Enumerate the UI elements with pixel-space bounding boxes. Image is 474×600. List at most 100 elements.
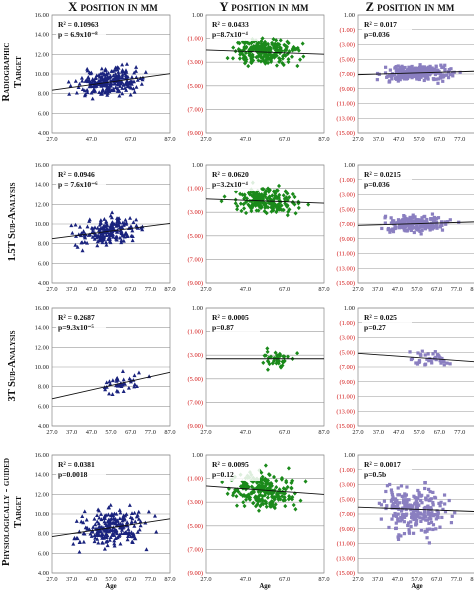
row-title-3-line-1: Target (13, 496, 24, 528)
data-point (384, 489, 388, 494)
data-point (442, 493, 447, 497)
data-point (394, 514, 399, 518)
data-point (119, 240, 124, 245)
data-point (107, 379, 112, 384)
data-point (107, 538, 112, 542)
stats-box (56, 459, 106, 481)
row-title-0-line-0: Radiographic (1, 43, 12, 102)
data-point (438, 525, 442, 529)
data-point (125, 234, 130, 238)
data-point (97, 222, 102, 227)
data-point (104, 535, 109, 540)
data-point (415, 362, 420, 366)
data-point (256, 208, 261, 213)
data-point (81, 520, 86, 525)
data-point (426, 506, 431, 510)
data-point (402, 494, 406, 498)
data-point (104, 83, 109, 87)
data-point (430, 361, 434, 365)
y-tick-label: (7.00) (188, 106, 203, 113)
data-point (400, 64, 404, 68)
data-point (435, 509, 439, 513)
data-point (292, 194, 297, 200)
data-point (281, 486, 286, 491)
stats-box (210, 169, 260, 191)
data-point (89, 70, 94, 75)
data-point (289, 480, 294, 486)
data-point (106, 512, 111, 517)
data-point (264, 46, 269, 52)
data-point (278, 352, 283, 357)
x-tick-label: 27.0 (46, 136, 57, 143)
data-point (85, 90, 90, 95)
data-point (442, 363, 446, 367)
data-point (235, 207, 240, 212)
data-point (272, 201, 277, 206)
y-tick-label: (13.00) (336, 115, 355, 122)
data-point (267, 201, 272, 206)
data-point (407, 65, 411, 69)
r-squared-label: R² = 0.0946 (58, 170, 95, 179)
data-point (435, 216, 439, 220)
data-point (107, 235, 112, 239)
data-point (237, 56, 242, 61)
data-point (119, 531, 124, 536)
data-point (397, 226, 401, 230)
data-point (406, 503, 410, 507)
data-point (249, 484, 254, 489)
data-point (452, 70, 456, 74)
data-point (104, 233, 109, 238)
data-point (82, 509, 87, 514)
data-point (116, 88, 121, 92)
data-point (130, 228, 135, 233)
data-point (117, 223, 122, 228)
data-point (120, 527, 125, 532)
r-squared-label: R² = 0.017 (364, 20, 397, 29)
x-tick-label: 27.0 (352, 576, 363, 583)
data-point (129, 519, 134, 524)
r-squared-label: R² = 0.0381 (58, 460, 95, 469)
x-tick-label: 67.0 (434, 429, 445, 436)
data-point (384, 65, 388, 69)
x-tick-label: 47.0 (393, 429, 404, 436)
r-squared-label: R² = 0.0017 (364, 460, 401, 469)
data-point (260, 496, 265, 502)
x-tick-label: 47.0 (240, 429, 251, 436)
data-point (247, 41, 252, 46)
data-point (255, 502, 260, 507)
data-point (397, 507, 401, 511)
data-point (114, 237, 119, 242)
y-tick-label: 4.00 (38, 423, 49, 430)
x-tick-label: 37.0 (66, 576, 77, 583)
data-point (396, 517, 400, 521)
data-point (396, 535, 400, 539)
y-tick-label: (3.00) (188, 499, 203, 506)
y-tick-label: 4.00 (38, 280, 49, 287)
r-squared-label: R² = 0.025 (364, 313, 397, 322)
data-point (434, 64, 438, 68)
column-headers: X position in mm Y position in mm Z posi… (68, 0, 455, 14)
plot-frame (205, 454, 325, 574)
data-point (101, 235, 106, 240)
data-point (267, 194, 272, 199)
data-point (393, 226, 397, 231)
data-point (424, 68, 428, 73)
data-point (258, 53, 263, 58)
stats-box (210, 459, 260, 481)
data-point (423, 362, 428, 366)
data-point (126, 385, 131, 390)
data-point (100, 89, 105, 94)
data-point (125, 520, 130, 525)
data-point (400, 494, 404, 499)
data-point (416, 351, 420, 355)
data-point (433, 496, 438, 500)
x-tick-label: 47.0 (240, 136, 251, 143)
data-point (385, 75, 389, 79)
data-point (420, 493, 424, 497)
y-tick-label: (3.00) (340, 192, 355, 199)
x-tick-label: 57.0 (105, 576, 116, 583)
x-tick-label: 77.0 (454, 429, 465, 436)
data-point (116, 69, 121, 74)
data-point (274, 44, 279, 50)
data-point (407, 527, 411, 532)
